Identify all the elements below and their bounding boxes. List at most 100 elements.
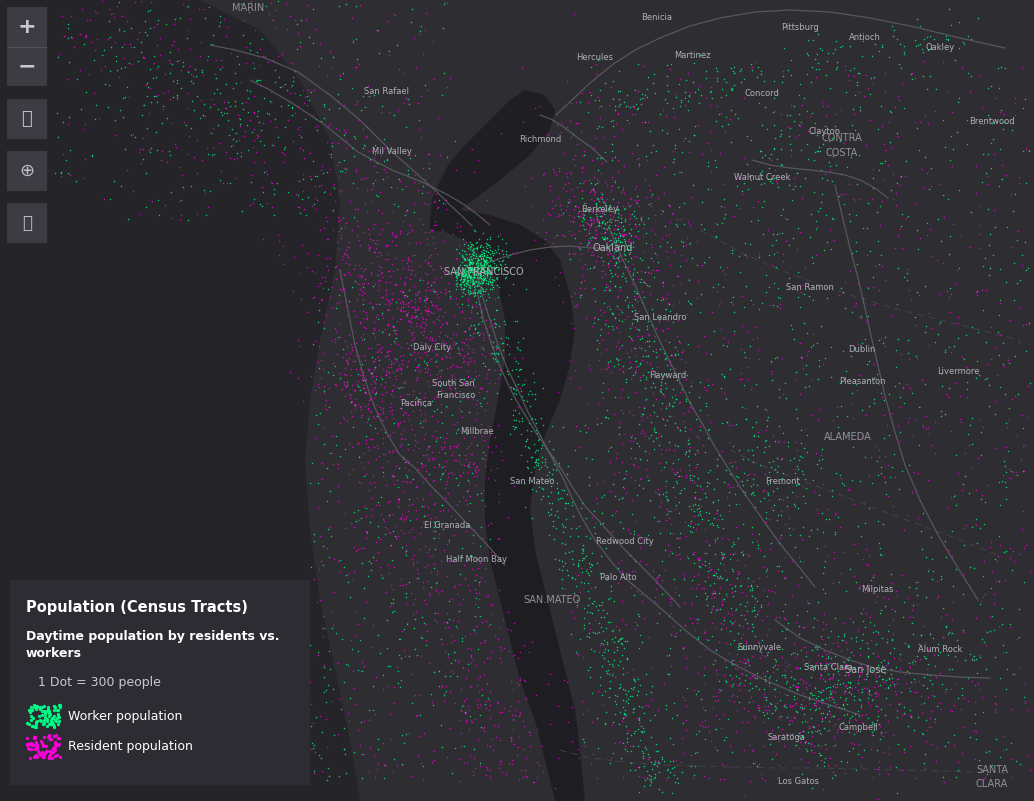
Point [261, 7, 277, 20]
Point [485, 261, 501, 274]
Point [416, 345, 432, 358]
Point [742, 215, 759, 227]
Point [390, 481, 406, 493]
Point [889, 176, 906, 189]
Point [700, 725, 717, 738]
Point [465, 251, 482, 264]
Point [937, 346, 953, 359]
Point [317, 696, 334, 709]
Point [693, 492, 709, 505]
Point [465, 743, 482, 756]
Point [492, 227, 509, 240]
Point [425, 276, 442, 288]
Point [724, 460, 740, 473]
Point [267, 63, 283, 76]
Point [419, 276, 435, 289]
Point [371, 47, 388, 60]
Point [134, 50, 151, 63]
Point [370, 345, 387, 358]
Point [336, 268, 353, 281]
Point [356, 333, 372, 346]
Point [429, 201, 446, 214]
Point [663, 240, 679, 253]
Point [391, 358, 407, 371]
Point [364, 432, 381, 445]
Point [636, 275, 652, 288]
Point [653, 231, 670, 244]
Point [396, 644, 413, 657]
Point [550, 457, 567, 469]
Point [902, 610, 918, 623]
Point [647, 756, 664, 769]
Point [881, 759, 898, 772]
Point [537, 453, 553, 465]
Point [971, 682, 987, 695]
Point [692, 719, 708, 732]
Point [725, 547, 741, 560]
Point [378, 346, 395, 359]
Point [686, 128, 702, 141]
Point [166, 34, 183, 47]
Point [606, 506, 622, 519]
Point [610, 557, 627, 570]
Point [907, 413, 923, 426]
Point [399, 457, 416, 469]
Point [949, 311, 966, 324]
Point [357, 172, 373, 185]
Point [671, 335, 688, 348]
Point [382, 344, 398, 357]
Point [462, 272, 479, 285]
Point [206, 97, 222, 110]
Point [475, 262, 491, 275]
Point [848, 208, 864, 221]
Point [393, 357, 409, 370]
Point [726, 66, 742, 79]
Point [621, 246, 638, 259]
Point [923, 439, 940, 452]
Point [724, 657, 740, 670]
Point [871, 699, 887, 712]
Point [675, 641, 692, 654]
Point [311, 361, 328, 374]
Point [983, 566, 1000, 578]
Point [1004, 392, 1021, 405]
Point [479, 256, 495, 269]
Point [305, 742, 322, 755]
Point [574, 268, 590, 281]
Point [709, 277, 726, 290]
Point [370, 359, 387, 372]
Point [643, 196, 660, 209]
Point [708, 453, 725, 465]
Point [123, 22, 140, 34]
Point [509, 676, 525, 689]
Point [700, 561, 717, 574]
Point [671, 99, 688, 112]
Point [527, 456, 544, 469]
Point [426, 461, 443, 473]
Point [819, 652, 835, 665]
Point [609, 201, 626, 214]
Point [748, 378, 764, 391]
Point [805, 485, 822, 497]
Point [788, 705, 804, 718]
Point [998, 417, 1014, 429]
Point [820, 668, 837, 681]
Point [592, 167, 609, 179]
Point [479, 268, 495, 281]
Point [817, 751, 833, 764]
Point [814, 650, 830, 662]
Point [348, 33, 365, 46]
Point [665, 207, 681, 219]
Point [581, 557, 598, 570]
Point [685, 771, 701, 784]
Point [512, 706, 528, 718]
Point [805, 186, 822, 199]
Point [813, 195, 829, 208]
Point [601, 668, 617, 681]
Point [669, 477, 686, 490]
Point [757, 468, 773, 481]
Point [755, 716, 771, 729]
Point [657, 368, 673, 381]
Point [714, 618, 731, 630]
Point [718, 89, 734, 102]
